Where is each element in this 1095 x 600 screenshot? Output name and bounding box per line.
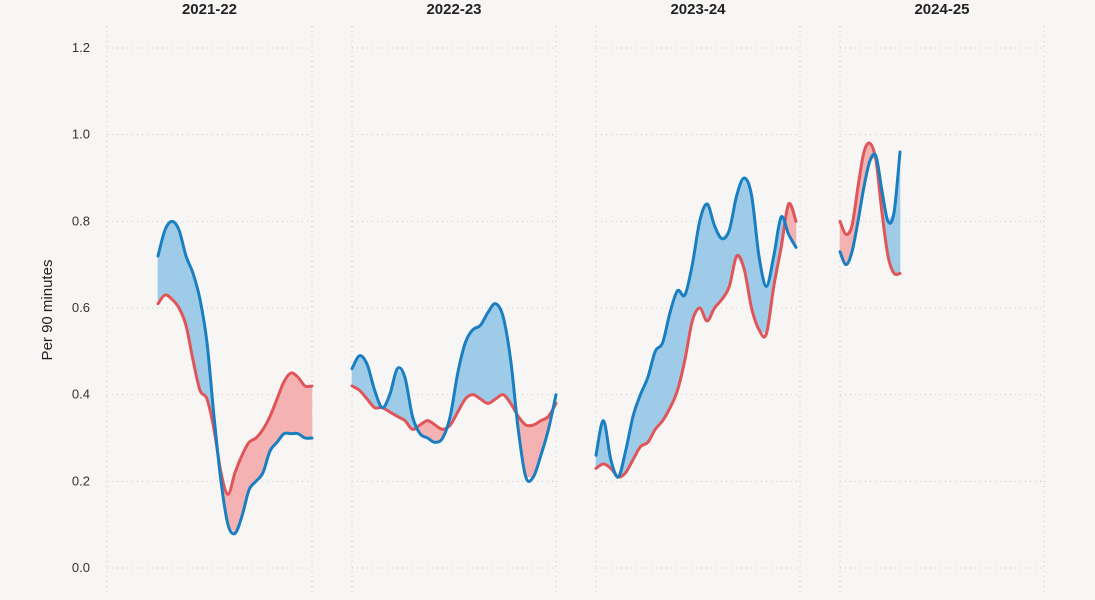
y-ticks: 0.0 0.2 0.4 0.6 0.8 1.0 1.2 bbox=[72, 40, 90, 575]
panel: 2022-23 bbox=[350, 1, 558, 596]
fill-segment bbox=[290, 372, 299, 434]
fill-segment bbox=[472, 324, 481, 400]
y-tick-label: 0.0 bbox=[72, 560, 90, 575]
y-tick-label: 0.8 bbox=[72, 213, 90, 228]
y-tick-label: 1.2 bbox=[72, 40, 90, 55]
panel: 2024-25 bbox=[838, 1, 1045, 596]
fill-segment bbox=[487, 302, 496, 404]
fill-segment bbox=[304, 385, 313, 439]
fill-segment bbox=[654, 341, 663, 431]
panel-grid bbox=[595, 26, 801, 596]
panel-grid bbox=[839, 26, 1045, 596]
fill-segment bbox=[525, 424, 534, 478]
panels: 2021-22 2022-23 2023-24 2024-25 bbox=[106, 1, 1045, 596]
series-line-red bbox=[350, 384, 558, 431]
panel-grid bbox=[106, 26, 313, 596]
panel-title: 2024-25 bbox=[914, 1, 969, 18]
y-axis-label: Per 90 minutes bbox=[39, 260, 56, 361]
fill-segment bbox=[171, 220, 180, 309]
y-tick-label: 0.4 bbox=[72, 387, 90, 402]
panel-grid bbox=[351, 26, 557, 596]
series-line-red bbox=[594, 201, 798, 479]
fill-segment bbox=[164, 220, 173, 300]
fill-between bbox=[157, 220, 313, 535]
panel: 2021-22 bbox=[106, 1, 314, 596]
series-line-red bbox=[838, 141, 902, 277]
panel-title: 2022-23 bbox=[426, 1, 481, 18]
y-tick-label: 1.0 bbox=[72, 127, 90, 142]
series-line-blue bbox=[594, 176, 798, 479]
series-line-red bbox=[156, 293, 314, 496]
panel: 2023-24 bbox=[594, 1, 801, 596]
panel-title: 2023-24 bbox=[670, 1, 726, 18]
y-tick-label: 0.6 bbox=[72, 300, 90, 315]
series-line-blue bbox=[350, 302, 558, 483]
y-tick-label: 0.2 bbox=[72, 473, 90, 488]
series-line-blue bbox=[156, 219, 314, 536]
series-line-blue bbox=[838, 150, 902, 267]
panel-title: 2021-22 bbox=[182, 1, 237, 18]
fill-between bbox=[595, 177, 797, 478]
